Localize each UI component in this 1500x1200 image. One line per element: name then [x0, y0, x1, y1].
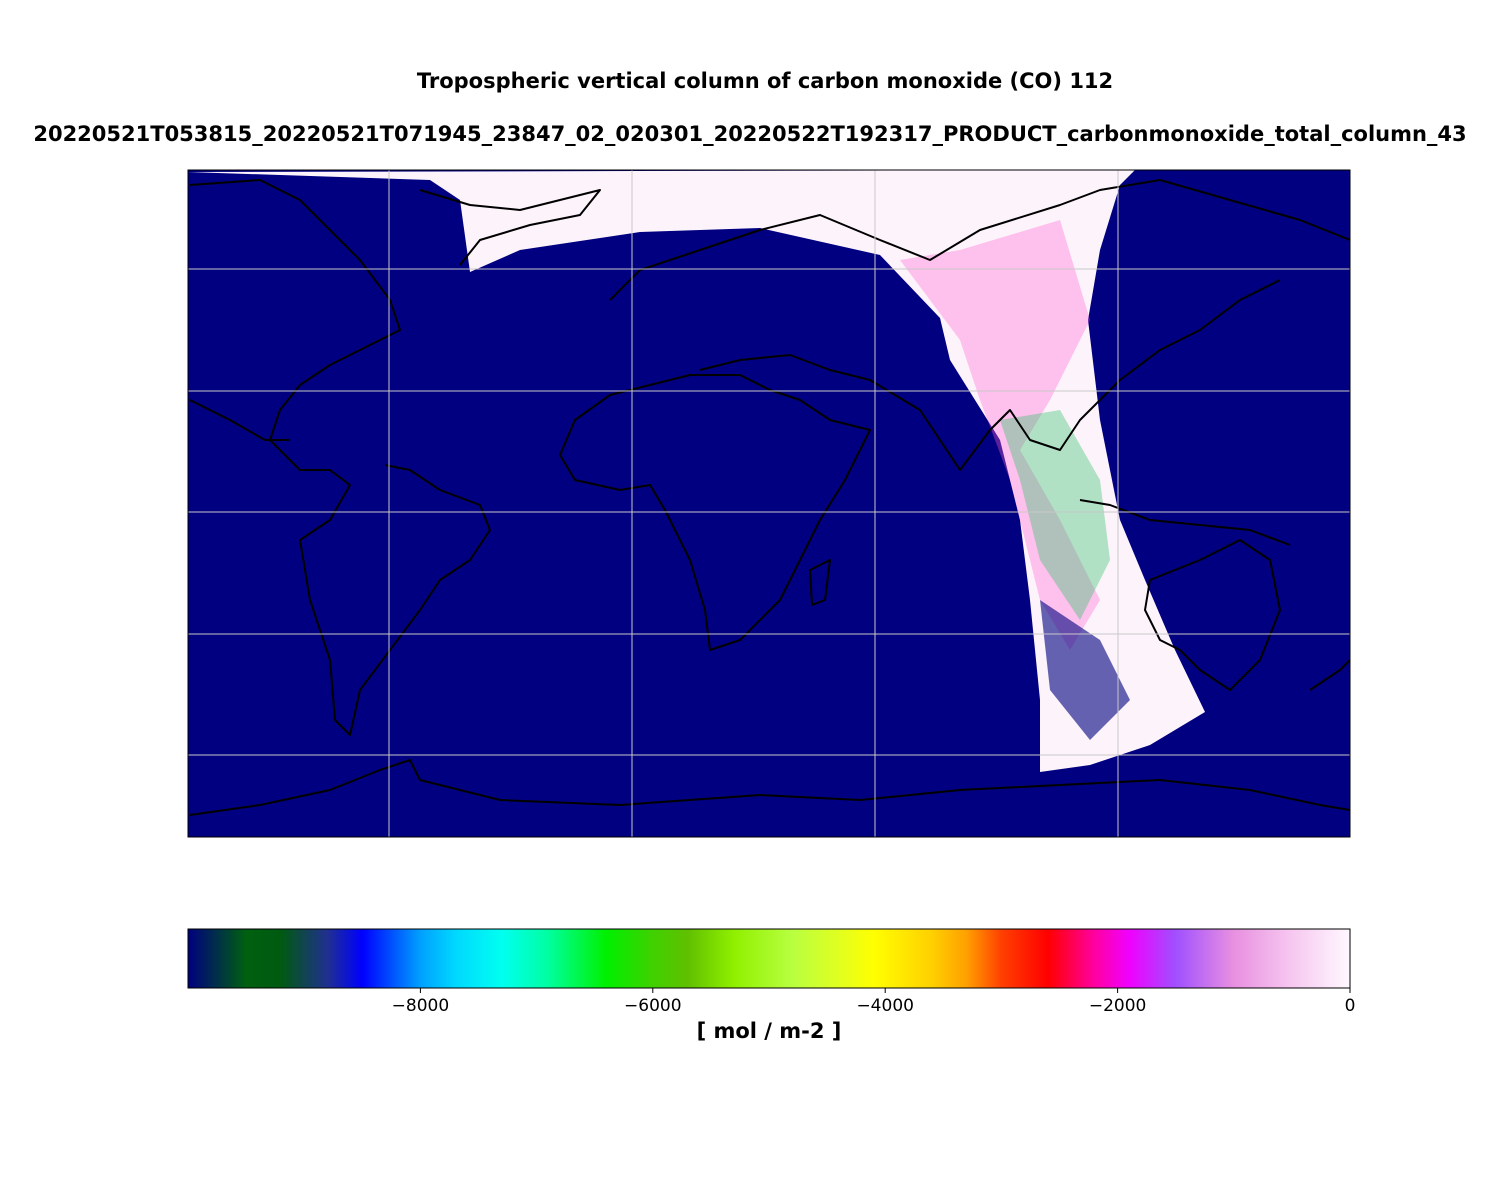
swath-gap	[1040, 600, 1130, 740]
coastline-madagascar	[809, 559, 831, 606]
colorbar	[187, 928, 1351, 989]
map-frame	[187, 169, 1351, 838]
colorbar-tick-label: −4000	[856, 996, 914, 1016]
coastline-americas	[189, 399, 290, 441]
swath-texture	[900, 220, 1100, 650]
satellite-swath	[188, 170, 1205, 772]
colorbar-tick-label: −2000	[1089, 996, 1147, 1016]
coastline-africa	[559, 374, 871, 651]
subtitle: 20220521T053815_20220521T071945_23847_02…	[33, 122, 1466, 146]
coastline-new-zealand	[1309, 659, 1350, 691]
map	[188, 170, 1350, 837]
coastline-asia-south	[699, 279, 1281, 471]
coastline-australia	[1144, 539, 1281, 691]
coastline-eurasia	[609, 179, 1350, 301]
coastline-greenland	[419, 189, 601, 266]
title: Tropospheric vertical column of carbon m…	[417, 69, 1113, 93]
colorbar-tick-label: −6000	[624, 996, 682, 1016]
colorbar-tick-label: 0	[1345, 996, 1356, 1016]
coastline-indonesia	[1079, 499, 1291, 546]
map-background	[188, 170, 1350, 837]
graticule	[188, 170, 1350, 837]
colorbar-tick-label: −8000	[392, 996, 450, 1016]
coastline-americas	[189, 179, 491, 736]
coastline-antarctica	[189, 759, 1350, 816]
swath-texture	[1000, 410, 1110, 620]
colorbar-label: [ mol / m-2 ]	[697, 1019, 842, 1043]
